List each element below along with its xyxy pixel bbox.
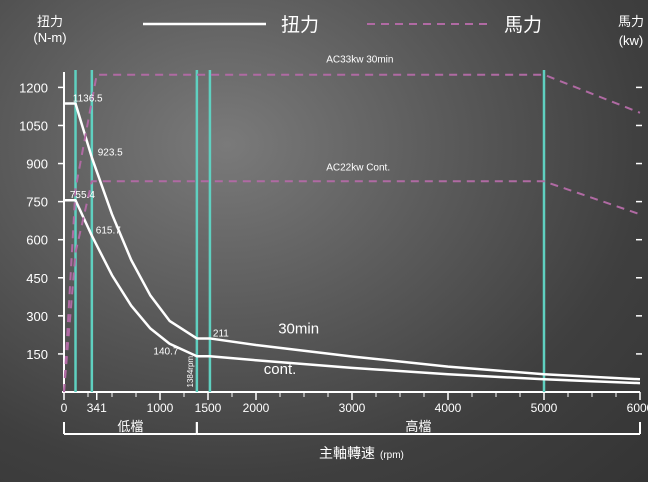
chart-annotation: 140.7 [153,346,178,357]
legend-power-label: 馬力 [504,14,542,36]
chart-annotation: 923.5 [98,148,123,159]
y-tick-label: 450 [26,271,48,286]
power-line [63,73,641,393]
y-tick-label: 300 [26,309,48,324]
x-axis-label: 主軸轉速 [319,445,375,461]
x-tick-label: 4000 [435,401,462,415]
y-axis-unit: (N-m) [33,30,66,45]
x-tick-label: 1500 [195,401,222,415]
x-tick-label: 6000 [627,401,648,415]
torque-line [64,102,641,381]
y-tick-label: 1200 [19,80,48,95]
y-tick-label: 600 [26,233,48,248]
series-lines [63,73,641,393]
x-tick-label: 5000 [531,401,558,415]
x-tick-label: 3000 [339,401,366,415]
chart-annotation: 211 [213,328,229,339]
power-line [63,180,641,393]
axes: 150 300 450 600 750 900 1050 1200 0 341 1000 1500 20… [19,72,648,415]
chart-annotation: 1136.5 [73,94,103,105]
vertical-markers [74,70,546,392]
y-tick-label: 900 [26,157,48,172]
chart-annotation: AC33kw 30min [326,55,393,66]
torque-line [64,198,641,385]
legend-torque-label: 扭力 [281,14,319,36]
x-tick-label: 1000 [147,401,174,415]
y-tick-label: 750 [26,195,48,210]
chart-annotation: 755.4 [70,190,95,201]
x-tick-label: 2000 [243,401,270,415]
x-axis-unit: (rpm) [380,450,404,461]
range-label: 高檔 [405,419,431,434]
y2-axis-unit: (kw) [619,33,644,48]
annotations: 1136.5 923.5 755.4 615.7 211 140.7 1384rpm 30mi… [70,55,394,388]
chart-annotation: 1384rpm [186,356,195,388]
speed-ranges: 低檔 高檔 [63,419,641,435]
range-label: 低檔 [117,419,143,434]
chart-annotation: 30min [278,321,319,338]
chart-annotation: AC22kw Cont. [326,162,390,173]
y-tick-label: 150 [26,347,48,362]
chart-annotation: cont. [264,361,297,378]
y-axis-unit-label: 扭力 [37,14,63,29]
y2-axis-unit-label: 馬力 [618,14,644,29]
x-tick-label: 341 [87,401,107,415]
x-tick-label: 0 [61,401,68,415]
chart-annotation: 615.7 [96,226,121,237]
y-tick-label: 1050 [19,118,48,133]
